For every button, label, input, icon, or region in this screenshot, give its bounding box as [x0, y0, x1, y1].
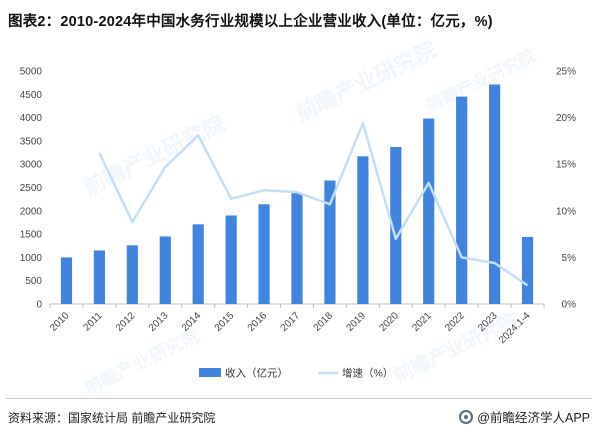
y-left-tick-label: 5000	[20, 67, 43, 78]
chart-title: 图表2：2010-2024年中国水务行业规模以上企业营业收入(单位：亿元，%)	[8, 14, 493, 30]
x-tick-label: 2018	[312, 310, 336, 334]
bar	[521, 236, 534, 304]
x-tick-label: 2022	[443, 310, 467, 334]
x-tick-label: 2012	[114, 310, 138, 334]
bar	[390, 146, 402, 304]
legend-line-label: 增速（%）	[342, 367, 393, 380]
bar	[324, 180, 336, 304]
y-left-tick-label: 4000	[20, 113, 43, 124]
line-series	[98, 121, 529, 287]
bar	[159, 236, 171, 304]
legend-bar-label: 收入（亿元）	[225, 367, 288, 380]
watermark-text: 前瞻产业研究院	[81, 324, 203, 398]
chart-legend: 收入（亿元） 增速（%）	[199, 367, 393, 380]
y-left-tick-label: 1500	[20, 230, 43, 241]
bar	[357, 156, 369, 304]
y-right-tick-label: 20%	[556, 113, 576, 124]
y-left-tick-label: 2500	[20, 183, 43, 194]
source-note: 资料来源：国家统计局 前瞻产业研究院	[8, 411, 216, 425]
bar	[258, 204, 270, 304]
x-tick-label: 2015	[213, 310, 237, 334]
y-left-tick-label: 500	[25, 276, 42, 287]
x-tick-label: 2010	[48, 310, 72, 334]
x-tick-label: 2017	[279, 310, 303, 334]
footer: 资料来源：国家统计局 前瞻产业研究院 @前瞻经济学人APP	[6, 398, 592, 439]
bar	[456, 96, 468, 304]
bar	[126, 245, 138, 304]
brand-text: @前瞻经济学人APP	[477, 411, 590, 425]
bar	[225, 215, 237, 304]
x-tick-label: 2020	[377, 310, 401, 334]
y-right-tick-label: 5%	[562, 253, 577, 264]
y-left-tick-label: 3000	[20, 160, 43, 171]
y-left-tick-label: 0	[36, 300, 42, 311]
x-tick-label: 2011	[82, 310, 105, 333]
y-right-tick-label: 10%	[556, 206, 576, 217]
watermark-text: 前瞻产业研究院	[291, 37, 440, 127]
bar	[93, 250, 105, 304]
x-tick-label: 2019	[344, 310, 368, 334]
bar	[192, 224, 204, 304]
y-left-tick-label: 1000	[20, 253, 43, 264]
brand-logo-icon	[459, 409, 474, 424]
brand-label: @前瞻经济学人APP	[459, 407, 590, 426]
bar	[489, 84, 501, 304]
y-right-tick-label: 15%	[556, 160, 576, 171]
x-tick-label: 2013	[147, 310, 171, 334]
bar	[60, 257, 73, 304]
bar	[291, 193, 303, 304]
x-tick-label: 2016	[246, 310, 270, 334]
bar	[423, 118, 435, 304]
x-tick-label: 2021	[410, 310, 434, 334]
legend-bar-swatch	[199, 368, 221, 377]
bar-series	[60, 84, 534, 304]
y-right-tick-label: 0%	[562, 300, 577, 311]
y-right-tick-label: 25%	[556, 67, 576, 78]
growth-line	[98, 121, 529, 287]
watermark-text: 前瞻产业研究院	[423, 45, 539, 115]
y-left-tick-label: 2000	[20, 206, 43, 217]
y-left-tick-label: 3500	[20, 136, 43, 147]
y-left-tick-label: 4500	[20, 90, 43, 101]
